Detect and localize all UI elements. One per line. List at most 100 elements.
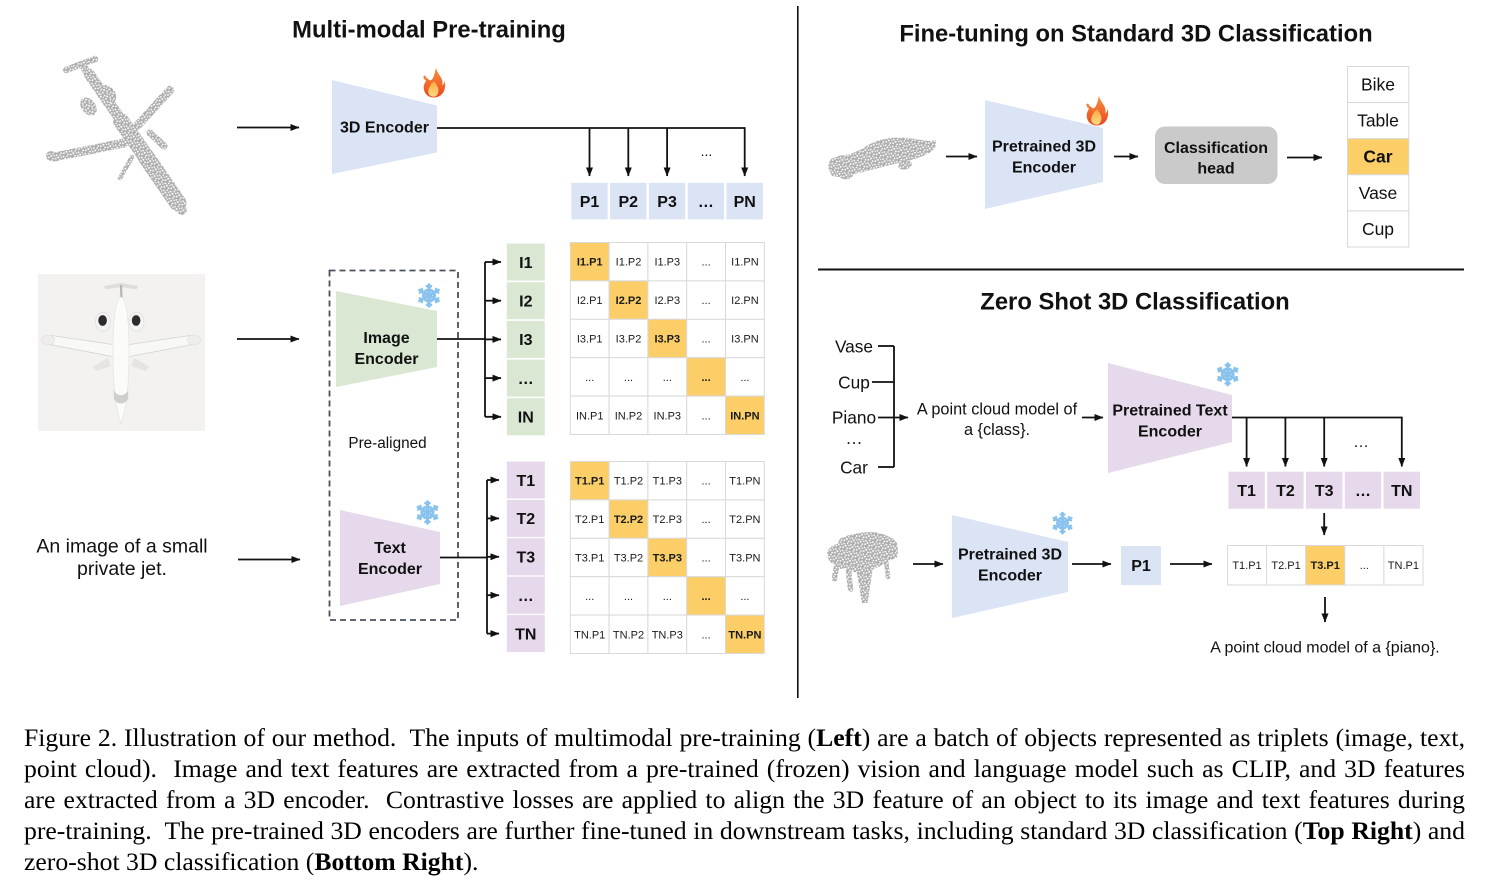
svg-text:Piano: Piano [832,408,876,428]
svg-text:T2.PN: T2.PN [729,514,760,526]
svg-text:T2.P3: T2.P3 [653,514,682,526]
svg-text:Table: Table [1357,111,1399,131]
svg-text:I3.PN: I3.PN [731,334,759,346]
svg-text:T3.P2: T3.P2 [614,553,643,565]
svg-text:TN: TN [515,626,536,643]
svg-text:IN.P1: IN.P1 [576,410,604,422]
svg-text:A point cloud model of: A point cloud model of [917,401,1078,419]
svg-text:I1.P1: I1.P1 [577,257,603,269]
svg-text:T1: T1 [1237,483,1256,500]
svg-text:...: ... [663,372,672,384]
svg-text:I2: I2 [519,294,532,311]
svg-text:T3.P3: T3.P3 [653,553,682,565]
svg-text:...: ... [702,553,711,565]
svg-text:a {class}.: a {class}. [964,421,1030,439]
svg-text:PN: PN [734,194,756,211]
svg-text:Encoder: Encoder [1012,160,1076,177]
svg-text:3D Encoder: 3D Encoder [340,120,429,137]
svg-text:…: … [1355,483,1371,500]
svg-text:Fine-tuning on Standard 3D Cla: Fine-tuning on Standard 3D Classificatio… [899,20,1372,47]
svg-text:T1: T1 [516,473,535,490]
svg-text:T3.PN: T3.PN [729,553,760,565]
svg-text:An image of a small: An image of a small [36,535,207,557]
svg-text:Bike: Bike [1361,75,1395,95]
svg-text:Pretrained Text: Pretrained Text [1112,403,1228,420]
svg-text:IN.PN: IN.PN [730,410,759,422]
svg-text:Image: Image [363,330,409,347]
svg-text:T1.P2: T1.P2 [614,476,643,488]
svg-text:private jet.: private jet. [77,558,167,580]
svg-text:...: ... [702,257,711,269]
svg-text:P2: P2 [619,194,639,211]
svg-text:Car: Car [1363,147,1392,167]
svg-text:TN.P3: TN.P3 [652,629,683,641]
svg-text:...: ... [624,591,633,603]
svg-text:P3: P3 [657,194,677,211]
svg-text:Vase: Vase [1359,183,1398,203]
svg-text:...: ... [740,372,749,384]
svg-text:Text: Text [374,540,406,557]
svg-text:Classification: Classification [1164,140,1268,157]
svg-text:...: ... [702,476,711,488]
svg-text:...: ... [740,591,749,603]
svg-text:T1.P1: T1.P1 [1232,560,1261,572]
svg-text:...: ... [702,410,711,422]
svg-text:IN.P2: IN.P2 [615,410,643,422]
svg-text:...: ... [624,372,633,384]
svg-text:T2.P1: T2.P1 [575,514,604,526]
svg-text:...: ... [701,143,713,159]
svg-text:…: … [1353,434,1369,451]
svg-text:I2.P3: I2.P3 [654,295,680,307]
svg-text:I1: I1 [519,255,532,272]
svg-text:TN.P2: TN.P2 [613,629,644,641]
svg-text:I2.PN: I2.PN [731,295,759,307]
svg-text:Encoder: Encoder [358,561,422,578]
svg-text:...: ... [702,591,711,603]
svg-text:I1.PN: I1.PN [731,257,759,269]
svg-text:Pretrained 3D: Pretrained 3D [992,139,1096,156]
svg-text:Multi-modal Pre-training: Multi-modal Pre-training [292,17,566,44]
svg-text:Cup: Cup [838,373,870,393]
svg-text:T3: T3 [516,550,535,567]
svg-text:head: head [1197,161,1234,178]
svg-text:T2: T2 [1276,483,1295,500]
svg-text:IN: IN [518,410,534,427]
svg-text:Zero Shot 3D Classification: Zero Shot 3D Classification [980,289,1289,316]
svg-text:I3: I3 [519,332,532,349]
svg-text:I1.P3: I1.P3 [654,257,680,269]
svg-text:Encoder: Encoder [978,568,1042,585]
svg-text:...: ... [702,295,711,307]
svg-text:P1: P1 [580,194,600,211]
svg-text:Encoder: Encoder [354,351,418,368]
svg-text:I3.P1: I3.P1 [577,334,603,346]
svg-text:A point cloud model of a {pian: A point cloud model of a {piano}. [1210,640,1440,657]
svg-text:I1.P2: I1.P2 [616,257,642,269]
svg-text:Cup: Cup [1362,219,1394,239]
svg-text:...: ... [585,591,594,603]
svg-text:TN: TN [1391,483,1412,500]
svg-text:T1.P3: T1.P3 [653,476,682,488]
svg-text:...: ... [702,629,711,641]
svg-text:T2: T2 [516,511,535,528]
svg-text:I2.P1: I2.P1 [577,295,603,307]
svg-text:T3: T3 [1315,483,1334,500]
svg-text:TN.PN: TN.PN [728,629,761,641]
svg-text:...: ... [585,372,594,384]
svg-text:...: ... [663,591,672,603]
svg-text:…: … [845,428,862,448]
svg-text:I3.P2: I3.P2 [616,334,642,346]
svg-text:Car: Car [840,458,868,478]
svg-text:I2.P2: I2.P2 [616,295,642,307]
svg-text:...: ... [702,514,711,526]
svg-text:T3.P1: T3.P1 [575,553,604,565]
svg-text:T2.P1: T2.P1 [1271,560,1300,572]
svg-text:...: ... [1360,560,1369,572]
svg-text:...: ... [702,334,711,346]
svg-text:IN.P3: IN.P3 [654,410,682,422]
svg-text:…: … [698,194,714,211]
svg-text:Vase: Vase [835,337,873,357]
svg-text:…: … [518,371,534,388]
svg-text:Pretrained 3D: Pretrained 3D [958,547,1062,564]
svg-text:…: … [518,588,534,605]
svg-text:...: ... [702,372,711,384]
